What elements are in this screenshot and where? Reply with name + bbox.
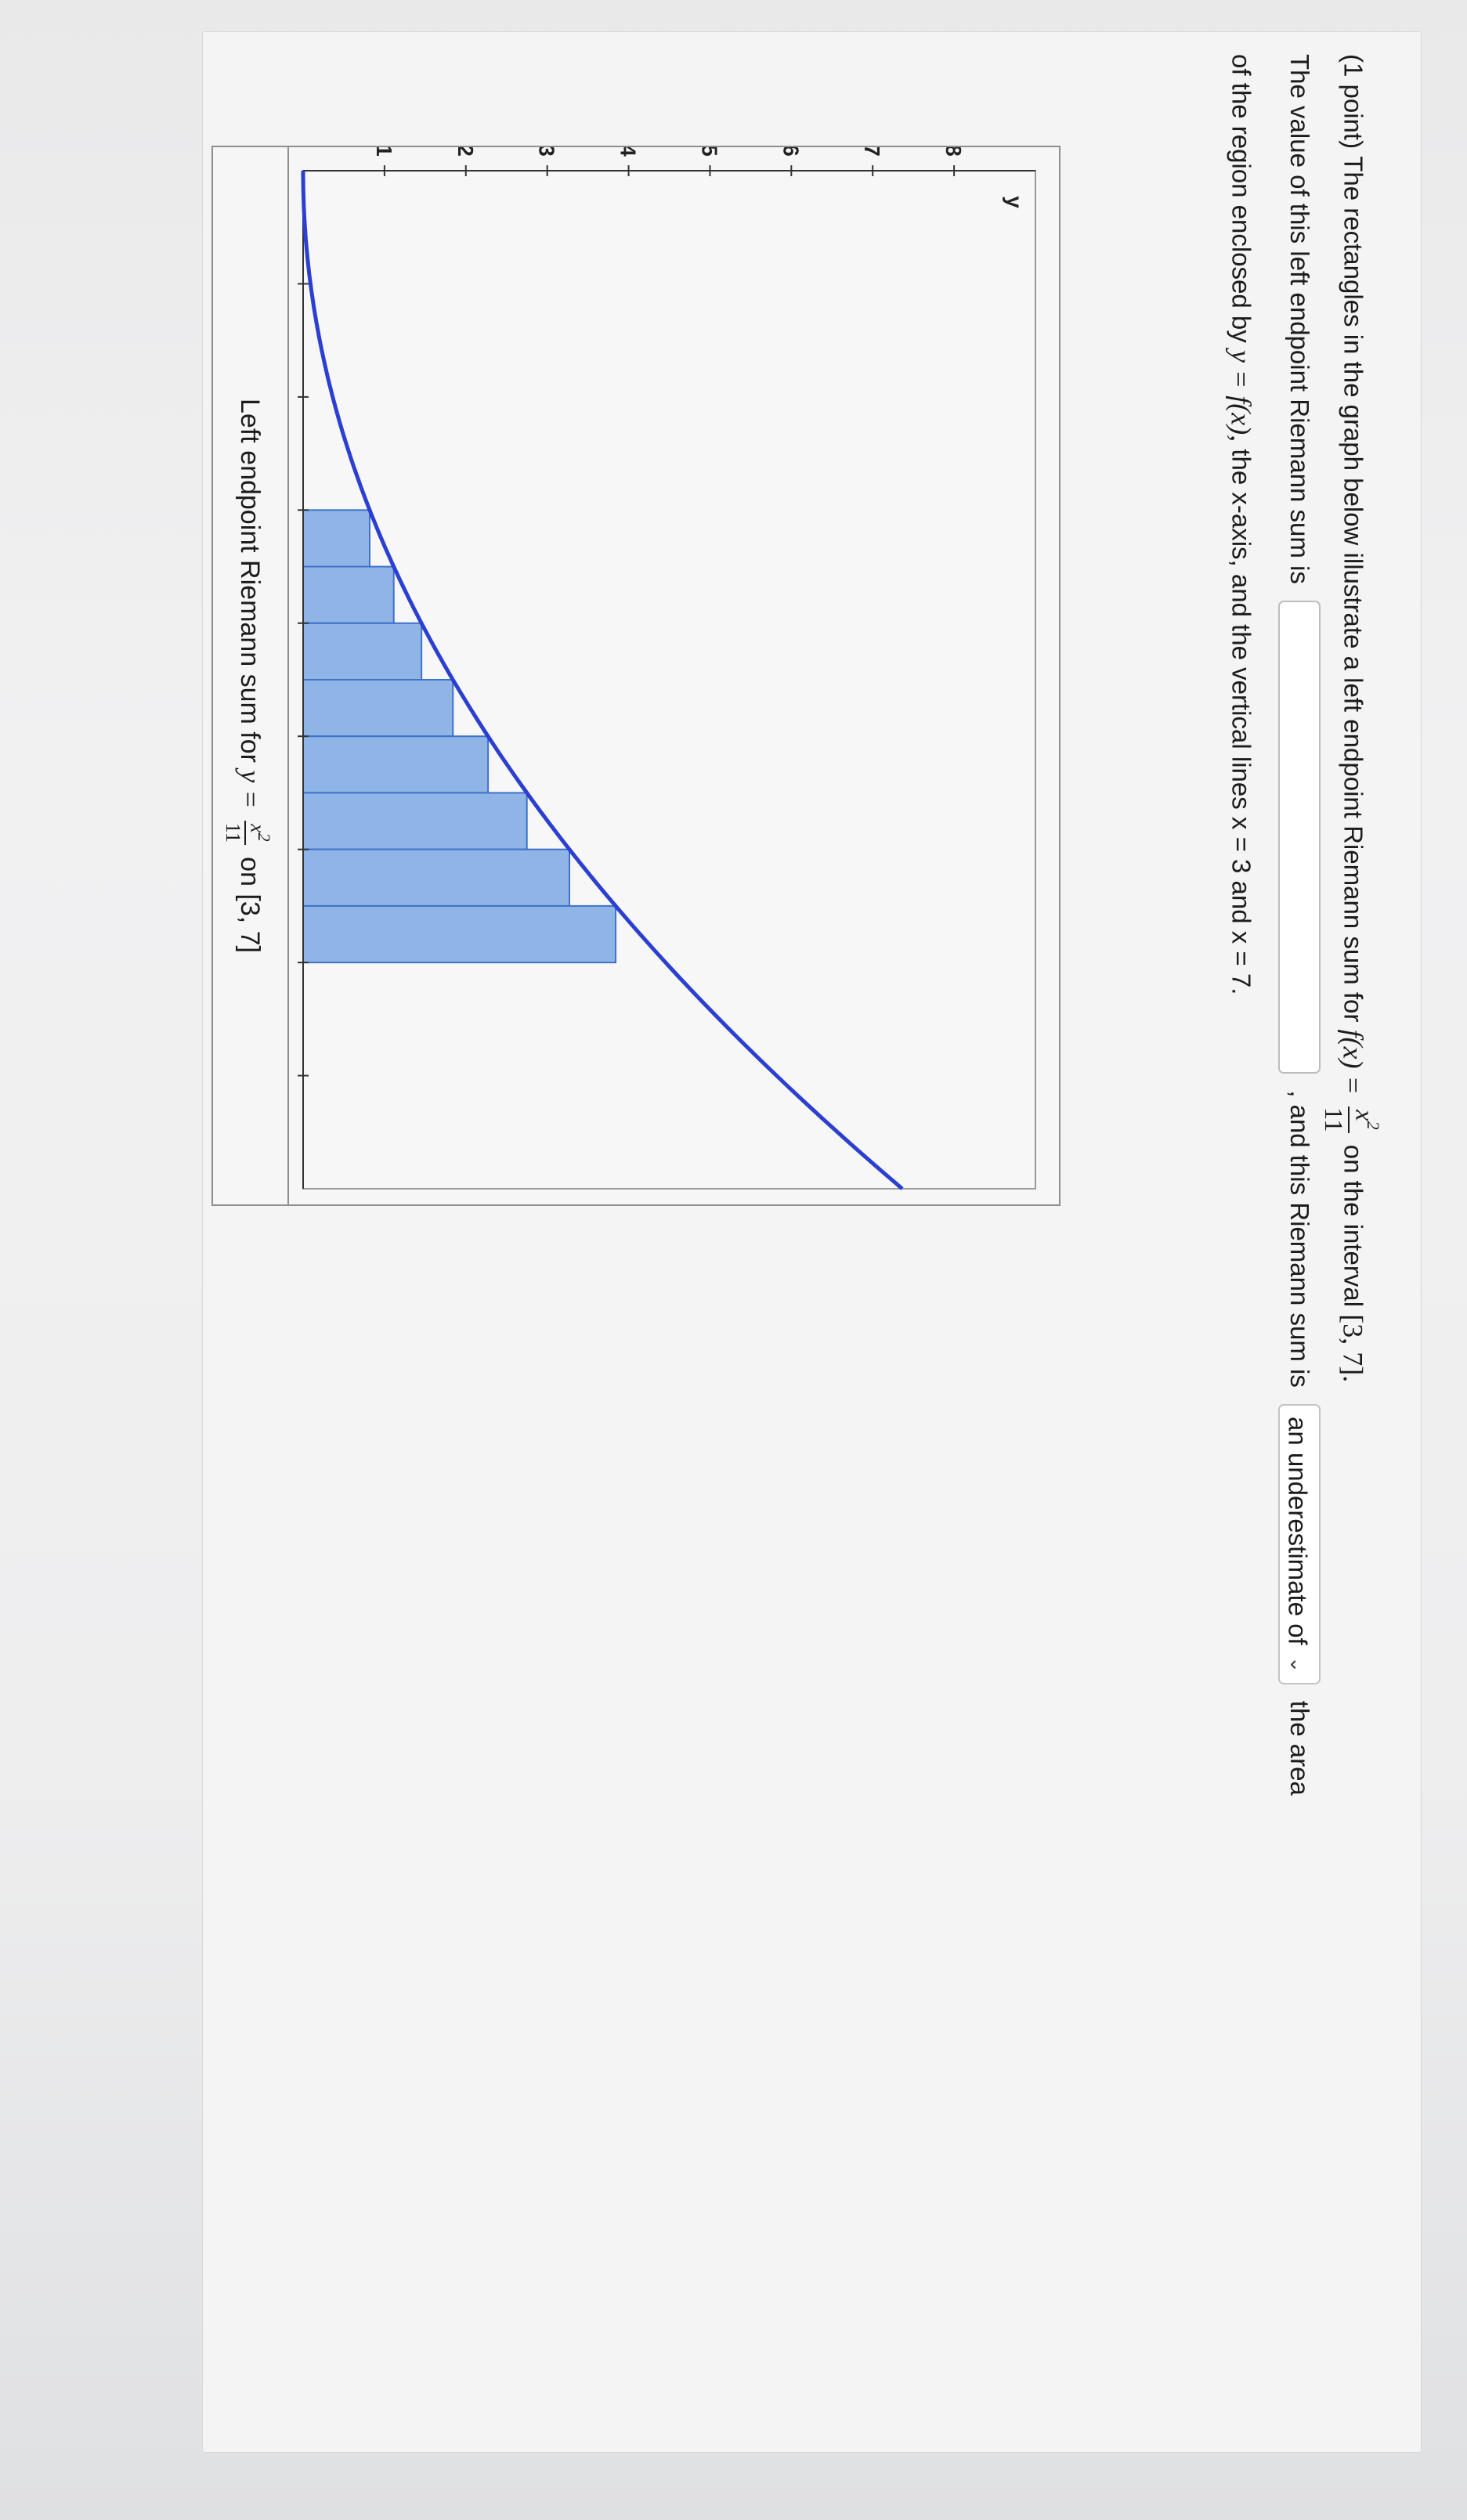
points-label: (1 point): [1339, 54, 1368, 150]
riemann-rectangle: [302, 565, 395, 624]
question-line-3: of the region enclosed by y = f(x), the …: [1225, 54, 1258, 995]
x-tick-label: 4: [287, 617, 291, 630]
question-line-2: The value of this left endpoint Riemann …: [1278, 54, 1321, 1796]
problem-panel: (1 point) The rectangles in the graph be…: [202, 31, 1422, 2453]
function-curve: [301, 171, 904, 1190]
riemann-rectangle: [302, 735, 490, 794]
x-tick-label: 3: [287, 504, 291, 517]
value-text: The value of this left endpoint Riemann …: [1285, 54, 1314, 584]
y-tick-label: 8: [941, 147, 966, 157]
function-name: f(x) =: [1337, 1029, 1369, 1095]
x-tick-label: 6: [287, 843, 291, 856]
x-tick-label: 7: [287, 956, 291, 969]
y-tick-label: 2: [453, 147, 478, 157]
x-axis-label: x: [287, 1154, 291, 1167]
riemann-rectangle: [302, 904, 617, 964]
x-tick-label: 1: [287, 278, 291, 291]
chevron-down-icon: ⌄: [1285, 1655, 1310, 1673]
caption-fraction: x2 11: [221, 821, 276, 845]
riemann-rectangle: [302, 679, 454, 738]
estimate-dropdown[interactable]: an underestimate of ⌄: [1278, 1404, 1321, 1684]
question-line-1: (1 point) The rectangles in the graph be…: [1318, 54, 1388, 1382]
region-prefix: of the region enclosed by: [1227, 54, 1256, 343]
x-tick-label: 8: [287, 1070, 291, 1082]
riemann-sum-graph: 1 2 3 4 5 6 7 8 1 2 3 4 5 6 7 8 x y: [287, 147, 1036, 1190]
question-intro: The rectangles in the graph below illust…: [1339, 156, 1368, 1023]
x-tick-label: 5: [287, 730, 291, 742]
riemann-graph-frame: 1234567812345678xy Left endpoint Riemann…: [211, 146, 1061, 1206]
y-tick-label: 1: [372, 147, 396, 157]
riemann-sum-answer-input[interactable]: [1278, 601, 1321, 1074]
x-tick-label: 2: [287, 391, 291, 403]
y-tick-label: 7: [860, 147, 884, 157]
riemann-rectangle: [302, 792, 528, 850]
region-equation: y = f(x),: [1225, 349, 1257, 442]
estimate-selected-value: an underestimate of: [1283, 1417, 1313, 1645]
y-tick-label: 6: [779, 147, 803, 157]
function-fraction: x2 11: [1318, 1106, 1388, 1133]
region-suffix: the x-axis, and the vertical lines x = 3…: [1227, 449, 1256, 995]
y-axis-label: y: [1003, 196, 1027, 208]
interval-value: [3, 7].: [1337, 1314, 1369, 1383]
riemann-rectangle: [302, 848, 571, 907]
and-text: , and this Riemann sum is: [1285, 1090, 1314, 1388]
interval-text: on the interval: [1339, 1144, 1368, 1308]
y-tick-label: 3: [535, 147, 559, 157]
riemann-rectangle: [302, 622, 423, 681]
the-area-text: the area: [1285, 1700, 1314, 1796]
riemann-rectangle: [302, 509, 370, 568]
graph-caption: Left endpoint Riemann sum for y = x2 11 …: [213, 147, 289, 1204]
y-tick-label: 4: [616, 147, 641, 157]
y-tick-label: 5: [697, 147, 721, 157]
